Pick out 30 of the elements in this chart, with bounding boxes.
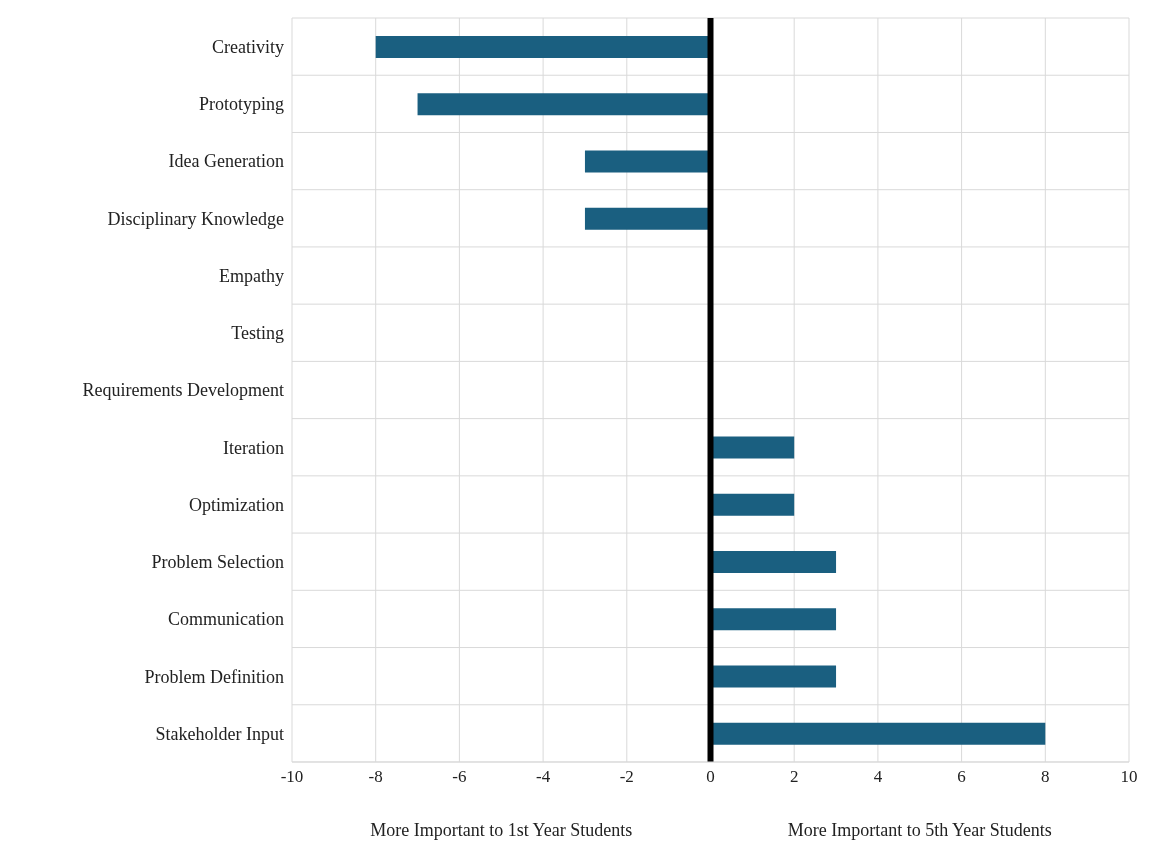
y-tick-label: Idea Generation [168,151,284,172]
text: More Important to 1st Year Students [369,820,634,841]
bar [584,207,711,230]
x-tick-label: 4 [873,767,883,787]
x-tick-label: -2 [619,767,634,787]
x-tick-label: 10 [1120,767,1138,787]
bar [417,93,711,116]
y-tick-label: Iteration [223,437,284,458]
x-tick-label: 8 [1041,767,1050,787]
y-tick-label: Disciplinary Knowledge [107,208,284,229]
y-tick-label: Communication [168,609,284,630]
y-tick-label: Requirements Development [82,380,284,401]
x-tick-label: 6 [957,767,966,787]
bar [584,150,711,173]
x-tick-label: -10 [280,767,304,787]
x-tick-label: 0 [706,767,715,787]
y-tick-label: Creativity [212,37,284,58]
text: More Important to 5th Year Students [786,820,1053,841]
bar [375,36,711,58]
x-tick-label: -8 [368,767,383,787]
y-tick-label: Empathy [219,265,284,286]
y-tick-label: Optimization [189,494,284,515]
y-tick-label: Problem Selection [151,552,284,573]
y-tick-label: Stakeholder Input [155,723,284,744]
y-tick-label: Testing [231,323,284,344]
x-tick-label: 2 [789,767,799,787]
y-tick-label: Problem Definition [144,666,284,687]
y-tick-label: Prototyping [198,94,284,115]
x-tick-label: -6 [452,767,467,787]
x-tick-label: -4 [536,767,551,787]
